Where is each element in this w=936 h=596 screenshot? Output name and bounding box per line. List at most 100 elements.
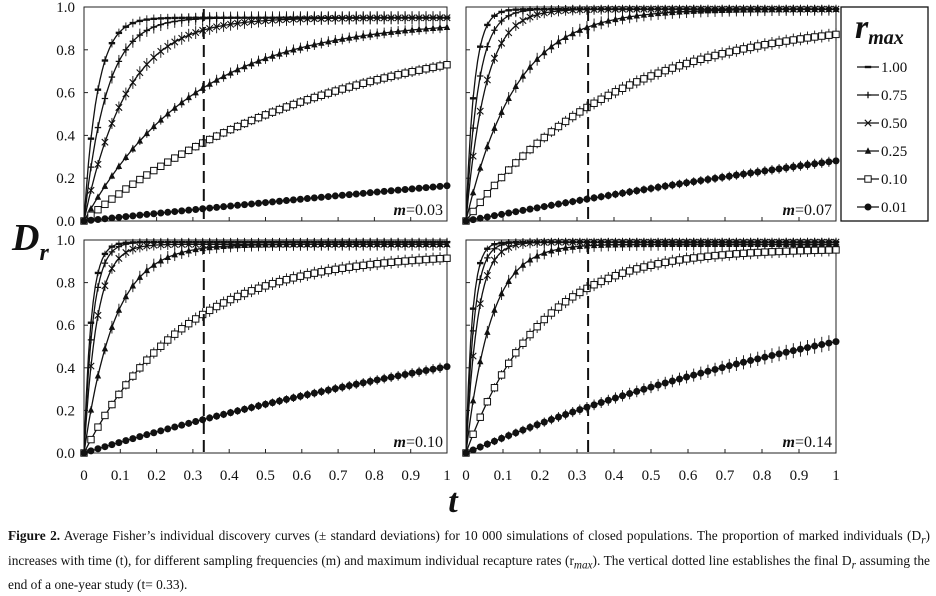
- data-point: [198, 139, 207, 147]
- legend-item: 0.01: [857, 200, 907, 216]
- data-point: [590, 194, 598, 202]
- data-point: [547, 8, 555, 16]
- data-point: [704, 367, 712, 375]
- data-point: [633, 187, 641, 195]
- data-point: [164, 336, 172, 344]
- data-point: [185, 419, 193, 427]
- x-tick-label: 1: [832, 468, 840, 484]
- data-point: [143, 266, 151, 274]
- data-point: [115, 58, 123, 65]
- data-point: [87, 435, 95, 444]
- data-point: [619, 189, 627, 197]
- y-tick-label: 0.0: [56, 214, 75, 230]
- data-point: [108, 441, 116, 449]
- data-point: [394, 257, 402, 266]
- data-point: [171, 208, 179, 216]
- data-point: [526, 145, 534, 154]
- data-point: [811, 342, 819, 350]
- data-point: [626, 390, 634, 398]
- series-0.10: [462, 243, 840, 457]
- data-point: [746, 43, 755, 52]
- data-point: [469, 327, 477, 335]
- data-point: [704, 175, 712, 183]
- data-point: [290, 240, 297, 248]
- data-point: [164, 208, 172, 216]
- x-tick-label: 0.6: [292, 468, 311, 484]
- data-point: [150, 241, 158, 249]
- data-point: [436, 24, 444, 31]
- data-point: [818, 240, 825, 247]
- series-0.01: [80, 182, 451, 225]
- panel-label-value: =0.14: [795, 434, 832, 451]
- data-point: [654, 381, 662, 389]
- data-point: [394, 186, 402, 194]
- data-point: [191, 142, 200, 151]
- data-point: [303, 391, 311, 399]
- data-point: [443, 23, 451, 30]
- data-point: [143, 129, 151, 137]
- data-point: [541, 48, 548, 56]
- data-point: [240, 289, 249, 298]
- x-tick-label: 0.8: [365, 468, 384, 484]
- data-point: [94, 372, 102, 379]
- data-point: [689, 57, 698, 66]
- data-point: [436, 14, 444, 22]
- data-point: [443, 14, 451, 22]
- panel-label-m: m: [783, 202, 795, 219]
- data-point: [761, 353, 769, 361]
- data-point: [633, 240, 640, 248]
- data-point: [262, 241, 269, 248]
- data-point: [171, 240, 179, 249]
- data-point: [325, 37, 332, 45]
- data-point: [150, 349, 158, 357]
- data-point: [87, 362, 95, 370]
- y-axis-label: Dr: [11, 217, 49, 266]
- panel-label: m=0.03: [394, 202, 443, 219]
- data-point: [768, 39, 776, 48]
- x-axis-label: t: [448, 483, 459, 520]
- data-point: [178, 98, 185, 106]
- data-point: [275, 397, 283, 405]
- data-point: [185, 240, 193, 248]
- data-point: [324, 193, 332, 201]
- data-point: [422, 240, 430, 247]
- data-point: [810, 33, 819, 41]
- data-point: [654, 240, 662, 248]
- data-point: [775, 247, 783, 256]
- data-point: [380, 74, 388, 82]
- data-point: [796, 345, 804, 353]
- data-point: [248, 241, 255, 248]
- data-point: [220, 410, 228, 418]
- data-point: [296, 392, 304, 400]
- data-point: [213, 243, 220, 250]
- data-point: [164, 19, 171, 26]
- data-point: [604, 191, 612, 199]
- data-point: [497, 39, 506, 47]
- panel-label-m: m: [394, 202, 406, 219]
- data-point: [505, 209, 513, 217]
- data-point: [597, 19, 605, 26]
- data-point: [429, 255, 437, 263]
- data-point: [761, 167, 769, 175]
- data-point: [483, 271, 491, 280]
- data-point: [206, 15, 213, 22]
- data-point: [171, 330, 179, 338]
- data-point: [483, 76, 491, 84]
- data-point: [422, 65, 430, 73]
- data-point: [804, 161, 812, 169]
- data-point: [254, 17, 263, 25]
- data-point: [317, 14, 325, 23]
- data-point: [129, 38, 137, 45]
- data-point: [408, 14, 416, 22]
- data-point: [240, 119, 249, 128]
- data-point: [94, 445, 102, 453]
- data-point: [611, 5, 620, 13]
- panel-label: m=0.07: [783, 202, 832, 219]
- data-point: [718, 173, 726, 181]
- data-point: [178, 34, 186, 42]
- data-point: [761, 248, 769, 256]
- y-tick-label: 0.2: [56, 403, 75, 419]
- data-point: [429, 365, 437, 373]
- data-point: [331, 265, 340, 274]
- data-point: [555, 200, 562, 208]
